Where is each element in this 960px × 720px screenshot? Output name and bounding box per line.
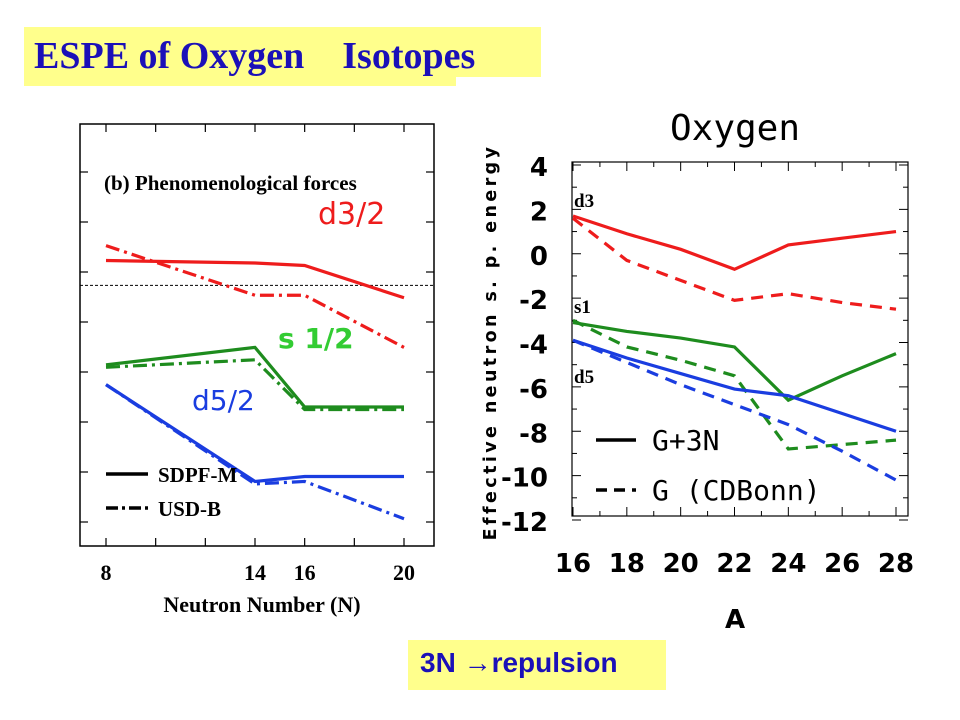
left-x-tick-label: 16: [294, 560, 316, 585]
right-label-d3: d3: [574, 191, 594, 212]
footer-text: 3N →repulsion: [420, 647, 618, 678]
right-y-tick-label: -8: [519, 419, 548, 449]
left-legend-label: USD-B: [158, 497, 221, 521]
right-x-tick-label: 28: [878, 549, 914, 579]
right-x-tick-label: 26: [824, 549, 860, 579]
right-legend-label: G (CDBonn): [652, 474, 821, 507]
right-legend-label: G+3N: [652, 424, 719, 457]
left-x-tick-label: 8: [101, 560, 112, 585]
left-label-d3/2: d3/2: [318, 197, 385, 232]
slide-title: ESPE of Oxygen Isotopes: [34, 35, 476, 77]
left-series-d32-usd-b: [105, 244, 405, 349]
right-y-tick-label: -12: [501, 508, 548, 538]
right-x-tick-label: 22: [716, 549, 752, 579]
right-series-d3-cdbonn: [572, 216, 897, 311]
left-x-axis-label: Neutron Number (N): [163, 592, 360, 617]
right-y-tick-label: -10: [501, 464, 548, 494]
right-y-tick-label: 0: [530, 242, 548, 272]
right-y-tick-label: 2: [530, 197, 548, 227]
left-series-d52-usd-b: [105, 383, 405, 521]
right-y-tick-label: -6: [519, 375, 548, 405]
left-label-s1/2: s 1/2: [278, 322, 354, 355]
left-x-tick-label: 14: [244, 560, 266, 585]
right-series-d5-cdbonn: [572, 338, 897, 482]
left-series-s12-usd-b: [105, 358, 404, 412]
right-plot-frame: [571, 161, 909, 517]
right-label-d5: d5: [574, 367, 594, 388]
left-chart-title: (b) Phenomenological forces: [104, 171, 357, 195]
right-chart-title: Oxygen: [670, 108, 800, 149]
footer-highlight: [408, 640, 666, 690]
left-series-d52-sdpf-m: [105, 383, 404, 484]
left-legend-label: SDPF-M: [158, 463, 237, 487]
right-y-tick-label: -2: [519, 286, 548, 316]
right-x-tick-label: 24: [770, 549, 806, 579]
right-y-tick-label: -4: [519, 331, 548, 361]
left-x-tick-label: 20: [393, 560, 415, 585]
right-label-s1: s1: [574, 297, 591, 318]
right-series-s1-cdbonn: [572, 318, 897, 451]
right-x-tick-label: 20: [663, 549, 699, 579]
right-series-s1-g3n: [572, 320, 897, 403]
title-highlight-lower: [24, 60, 456, 86]
right-y-tick-label: 4: [530, 153, 548, 183]
right-x-tick-label: 16: [555, 549, 591, 579]
left-label-d5/2: d5/2: [192, 384, 255, 417]
right-series-d3-g3n: [572, 214, 897, 272]
right-series-d5-g3n: [572, 338, 897, 433]
left-series-d32-sdpf-m: [105, 258, 405, 300]
right-x-tick-label: 18: [609, 549, 645, 579]
right-y-axis-label: Effective neutron s. p. energy: [481, 144, 501, 541]
left-plot-frame: [79, 123, 435, 547]
right-x-axis-label: A: [725, 605, 745, 635]
left-series-s12-sdpf-m: [105, 345, 404, 409]
